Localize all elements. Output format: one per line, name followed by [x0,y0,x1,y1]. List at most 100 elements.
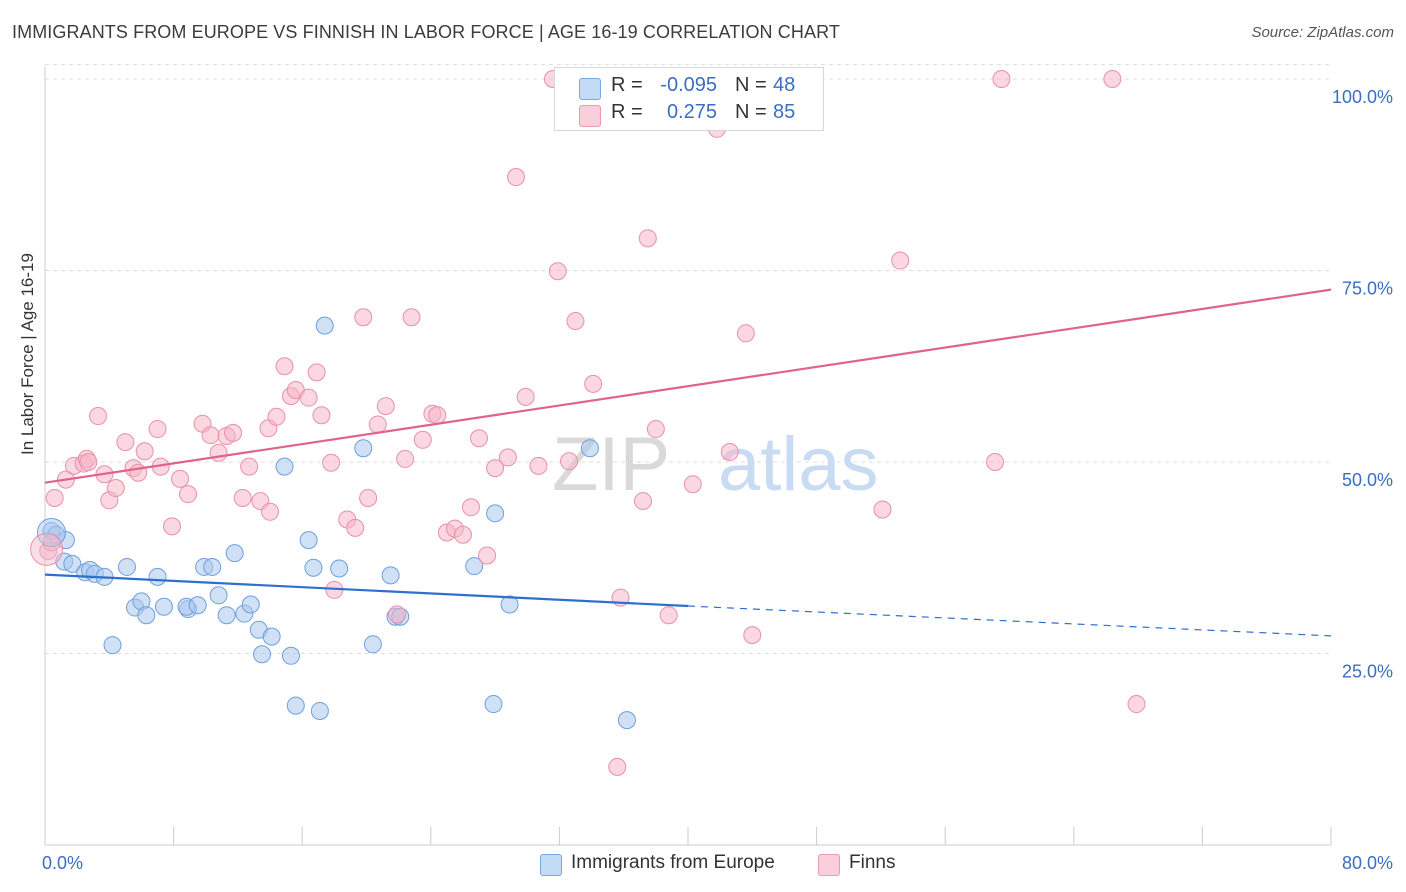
x-tick-label-min: 0.0% [42,853,83,873]
trend-line-europe [44,573,689,608]
point-finns-21 [209,443,228,462]
point-finns-54 [478,546,497,565]
point-finns-1 [45,489,64,508]
point-finns-63 [566,312,585,331]
legend-swatch-europe [540,854,562,876]
point-europe-47 [617,711,636,730]
point-finns-14 [148,420,167,439]
point-europe-42 [465,557,484,576]
point-finns-84 [261,502,280,521]
point-finns-20 [201,426,220,445]
point-europe-20 [203,557,222,576]
point-finns-71 [683,475,702,494]
stats-row-finns: R = 0.275 N = 85 [555,101,823,129]
point-finns-46 [413,430,432,449]
point-finns-74 [736,324,755,343]
point-europe-37 [354,439,373,458]
axes [44,66,1332,846]
point-finns-39 [354,308,373,327]
point-europe-4 [63,554,82,573]
point-europe-25 [241,595,260,614]
x-tick-label-max: 80.0% [1342,853,1393,873]
legend-label-europe: Immigrants from Europe [571,852,775,873]
point-europe-21 [209,586,228,605]
point-finns-10 [106,479,125,498]
point-finns-80 [1103,70,1122,88]
point-europe-46 [580,439,599,458]
y-tick-label-100: 100.0% [1332,87,1393,107]
point-finns-53 [470,429,489,448]
point-finns-67 [633,492,652,511]
point-europe-30 [281,646,300,665]
swatch-finns [579,105,601,127]
point-finns-23 [224,423,243,442]
r-value-europe: -0.095 [660,74,717,96]
point-finns-6 [79,453,98,471]
watermark-atlas: atlas [718,422,879,507]
point-finns-17 [171,469,190,488]
point-finns-33 [307,363,326,382]
point-finns-69 [646,420,665,439]
watermark: ZIP atlas [552,422,879,507]
point-finns-76 [873,500,892,519]
r-label-europe: R = [611,74,643,96]
point-finns-51 [453,525,472,544]
point-europe-13 [137,606,156,625]
trend-lines [44,288,1332,637]
point-europe-10 [117,557,136,576]
point-finns-64 [584,374,603,393]
source-label: Source: ZipAtlas.com [1251,24,1394,41]
point-europe-34 [310,701,329,720]
chart-title: IMMIGRANTS FROM EUROPE VS FINNISH IN LAB… [12,22,840,42]
point-europe-18 [188,596,207,615]
point-europe-9 [103,636,122,655]
point-finns-16 [162,517,181,536]
point-finns-38 [346,518,365,537]
y-tick-label-25: 25.0% [1342,662,1393,682]
point-finns-29 [275,357,294,376]
point-europe-35 [315,316,334,335]
point-finns-57 [506,168,525,187]
point-finns-32 [299,388,318,407]
point-finns-65 [608,757,627,776]
point-finns-45 [402,308,421,327]
point-europe-cluster [36,517,66,547]
point-finns-41 [368,415,387,434]
y-tick-label-75: 75.0% [1342,279,1393,299]
data-points [30,70,1146,776]
point-finns-55 [486,459,505,478]
point-europe-32 [299,531,318,550]
point-finns-52 [461,498,480,517]
point-finns-68 [638,229,657,248]
r-label-finns: R = [611,101,643,123]
point-europe-33 [304,558,323,577]
point-finns-cluster [30,532,64,566]
point-europe-22 [217,606,236,625]
point-finns-24 [233,489,252,508]
point-finns-62 [560,452,579,471]
point-finns-78 [986,453,1005,471]
point-finns-79 [992,70,1011,88]
point-europe-15 [154,597,173,616]
legend-swatch-finns [818,854,840,876]
point-finns-75 [743,626,762,645]
point-finns-13 [135,442,154,461]
point-europe-43 [484,695,503,714]
point-finns-56 [498,448,517,467]
n-label-finns: N = [735,101,767,123]
point-europe-45 [500,595,519,614]
point-finns-25 [240,457,259,476]
n-value-europe: 48 [773,74,796,96]
point-finns-34 [312,406,331,425]
point-finns-7 [89,407,108,426]
stats-row-europe: R = -0.095 N = 48 [555,74,823,102]
y-tick-label-50: 50.0% [1342,470,1393,490]
point-europe-38 [363,635,382,654]
point-europe-14 [148,567,167,586]
point-finns-73 [720,443,739,462]
point-finns-70 [659,606,678,625]
point-finns-40 [359,489,378,508]
point-europe-27 [253,645,272,664]
point-finns-42 [376,397,395,416]
